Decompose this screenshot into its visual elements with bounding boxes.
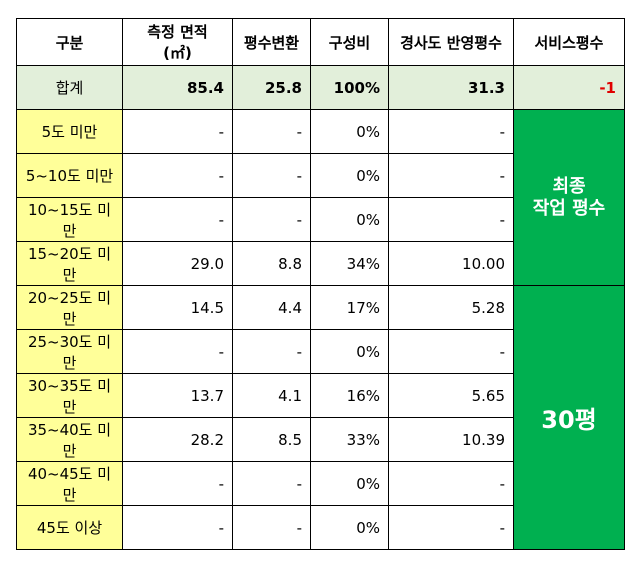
row-ratio: 33% bbox=[310, 417, 389, 462]
row-label: 5도 미만 bbox=[16, 109, 123, 154]
row-area: - bbox=[122, 461, 233, 506]
slope-area-table: 구분 측정 면적 (㎡) 평수변환 구성비 경사도 반영평수 서비스평수 합계 … bbox=[16, 18, 625, 550]
row-pyeong: - bbox=[232, 329, 311, 374]
row-slope: - bbox=[388, 329, 514, 374]
final-value: 30평 bbox=[541, 406, 597, 434]
total-pyeong: 25.8 bbox=[232, 65, 311, 110]
row-label: 35~40도 미만 bbox=[16, 417, 123, 462]
row-area: 29.0 bbox=[122, 241, 233, 286]
row-label: 45도 이상 bbox=[16, 505, 123, 550]
total-row: 합계 85.4 25.8 100% 31.3 -1 bbox=[16, 65, 625, 110]
row-slope: 5.65 bbox=[388, 373, 514, 418]
row-ratio: 0% bbox=[310, 197, 389, 242]
row-area: - bbox=[122, 505, 233, 550]
header-category: 구분 bbox=[16, 18, 123, 66]
header-measured-area: 측정 면적 (㎡) bbox=[122, 18, 233, 66]
row-label: 5~10도 미만 bbox=[16, 153, 123, 198]
row-area: - bbox=[122, 153, 233, 198]
row-slope: 5.28 bbox=[388, 285, 514, 330]
row-label: 15~20도 미만 bbox=[16, 241, 123, 286]
final-label-cell: 최종 작업 평수 bbox=[513, 109, 625, 286]
row-ratio: 0% bbox=[310, 329, 389, 374]
row-area: - bbox=[122, 109, 233, 154]
table-row: 40~45도 미만 - - 0% - bbox=[16, 461, 625, 506]
row-ratio: 16% bbox=[310, 373, 389, 418]
row-label: 25~30도 미만 bbox=[16, 329, 123, 374]
row-area: 28.2 bbox=[122, 417, 233, 462]
total-area: 85.4 bbox=[122, 65, 233, 110]
row-area: - bbox=[122, 329, 233, 374]
total-service: -1 bbox=[513, 65, 625, 110]
row-slope: - bbox=[388, 153, 514, 198]
row-label: 10~15도 미만 bbox=[16, 197, 123, 242]
total-ratio: 100% bbox=[310, 65, 389, 110]
row-slope: 10.00 bbox=[388, 241, 514, 286]
table-row: 5도 미만 - - 0% - 최종 작업 평수 bbox=[16, 109, 625, 286]
header-row: 구분 측정 면적 (㎡) 평수변환 구성비 경사도 반영평수 서비스평수 bbox=[16, 18, 625, 66]
table-row: 5~10도 미만 - - 0% - bbox=[16, 153, 625, 198]
final-label-line1: 최종 bbox=[552, 175, 586, 197]
row-ratio: 0% bbox=[310, 153, 389, 198]
row-pyeong: 4.4 bbox=[232, 285, 311, 330]
row-pyeong: - bbox=[232, 505, 311, 550]
row-slope: - bbox=[388, 109, 514, 154]
row-label: 40~45도 미만 bbox=[16, 461, 123, 506]
header-service-pyeong: 서비스평수 bbox=[513, 18, 625, 66]
header-slope-adjusted: 경사도 반영평수 bbox=[388, 18, 514, 66]
row-label: 30~35도 미만 bbox=[16, 373, 123, 418]
row-slope: 10.39 bbox=[388, 417, 514, 462]
final-label-line2: 작업 평수 bbox=[532, 197, 606, 219]
table-row: 20~25도 미만 14.5 4.4 17% 5.28 30평 bbox=[16, 285, 625, 550]
row-slope: - bbox=[388, 461, 514, 506]
header-composition-ratio: 구성비 bbox=[310, 18, 389, 66]
row-ratio: 0% bbox=[310, 109, 389, 154]
total-slope: 31.3 bbox=[388, 65, 514, 110]
row-ratio: 17% bbox=[310, 285, 389, 330]
row-pyeong: 4.1 bbox=[232, 373, 311, 418]
row-pyeong: - bbox=[232, 197, 311, 242]
header-pyeong-conversion: 평수변환 bbox=[232, 18, 311, 66]
table-row: 35~40도 미만 28.2 8.5 33% 10.39 bbox=[16, 417, 625, 462]
table-row: 15~20도 미만 29.0 8.8 34% 10.00 bbox=[16, 241, 625, 286]
row-label: 20~25도 미만 bbox=[16, 285, 123, 330]
row-area: - bbox=[122, 197, 233, 242]
row-pyeong: - bbox=[232, 153, 311, 198]
row-pyeong: 8.5 bbox=[232, 417, 311, 462]
row-area: 14.5 bbox=[122, 285, 233, 330]
row-ratio: 0% bbox=[310, 505, 389, 550]
table-row: 45도 이상 - - 0% - bbox=[16, 505, 625, 550]
row-ratio: 0% bbox=[310, 461, 389, 506]
table-row: 10~15도 미만 - - 0% - bbox=[16, 197, 625, 242]
row-pyeong: - bbox=[232, 109, 311, 154]
row-slope: - bbox=[388, 197, 514, 242]
row-pyeong: - bbox=[232, 461, 311, 506]
row-ratio: 34% bbox=[310, 241, 389, 286]
total-label: 합계 bbox=[16, 65, 123, 110]
row-pyeong: 8.8 bbox=[232, 241, 311, 286]
table-row: 25~30도 미만 - - 0% - bbox=[16, 329, 625, 374]
final-value-cell: 30평 bbox=[513, 285, 625, 550]
row-slope: - bbox=[388, 505, 514, 550]
row-area: 13.7 bbox=[122, 373, 233, 418]
